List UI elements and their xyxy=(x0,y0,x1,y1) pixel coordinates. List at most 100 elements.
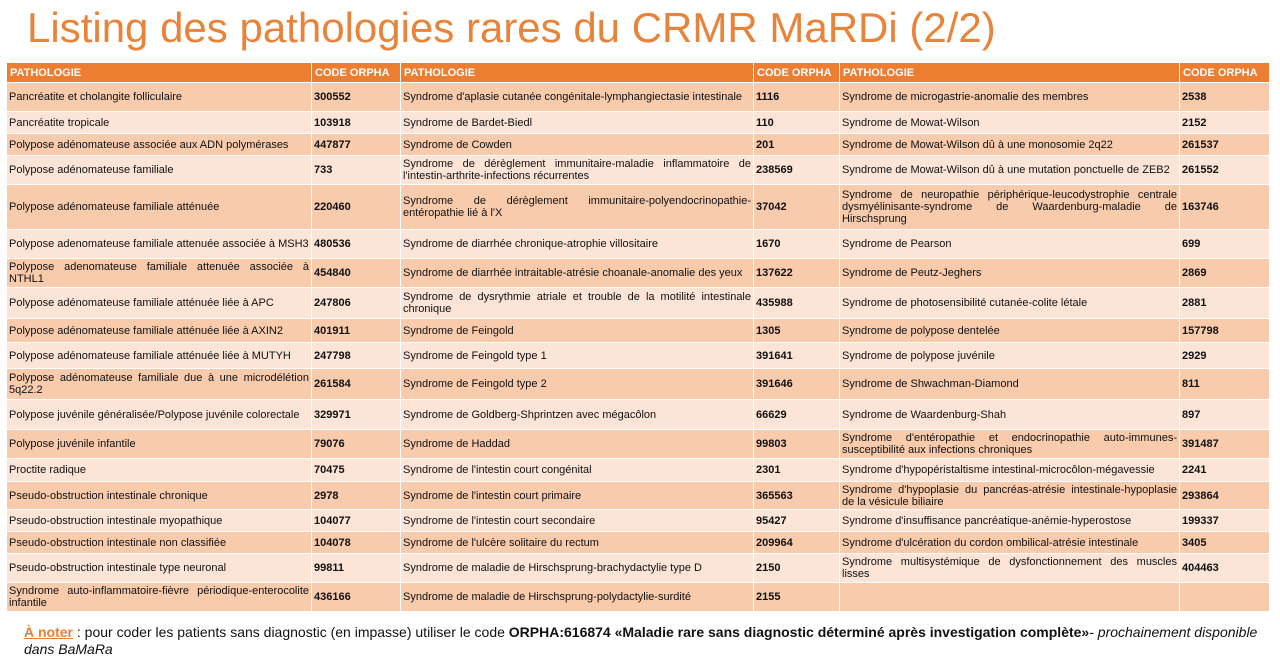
orpha-code: 391646 xyxy=(753,368,840,400)
pathology-name: Syndrome de Peutz-Jeghers xyxy=(839,258,1180,288)
pathology-name: Syndrome de polypose dentelée xyxy=(839,318,1180,343)
pathology-name: Syndrome de neuropathie périphérique-leu… xyxy=(839,184,1180,230)
pathology-name: Polypose adénomateuse familiale atténuée… xyxy=(6,318,312,343)
pathology-name: Syndrome de dérèglement immunitaire-mala… xyxy=(400,155,754,185)
column-header: PATHOLOGIE xyxy=(839,62,1180,83)
pathology-name: Syndrome de Waardenburg-Shah xyxy=(839,399,1180,430)
orpha-code: 293864 xyxy=(1179,481,1270,510)
pathology-name: Polypose adénomateuse familiale xyxy=(6,155,312,185)
orpha-code: 2241 xyxy=(1179,458,1270,482)
orpha-code: 199337 xyxy=(1179,509,1270,532)
column-header: CODE ORPHA xyxy=(311,62,401,83)
orpha-code: 209964 xyxy=(753,531,840,554)
orpha-code: 2538 xyxy=(1179,82,1270,112)
pathology-name: Polypose adenomateuse familiale attenuée… xyxy=(6,258,312,288)
orpha-code: 1670 xyxy=(753,229,840,259)
orpha-code: 436166 xyxy=(311,582,401,612)
table-row: Polypose adénomateuse familiale atténuée… xyxy=(6,318,1270,343)
orpha-code: 201 xyxy=(753,133,840,156)
orpha-code: 365563 xyxy=(753,481,840,510)
orpha-code: 95427 xyxy=(753,509,840,532)
pathology-name: Polypose adénomateuse familiale atténuée xyxy=(6,184,312,230)
orpha-code: 1116 xyxy=(753,82,840,112)
orpha-code: 811 xyxy=(1179,368,1270,400)
pathology-name: Syndrome de Bardet-Biedl xyxy=(400,111,754,134)
table-row: Polypose juvénile généralisée/Polypose j… xyxy=(6,399,1270,430)
orpha-code: 261584 xyxy=(311,368,401,400)
orpha-code: 480536 xyxy=(311,229,401,259)
table-row: Pseudo-obstruction intestinale chronique… xyxy=(6,481,1270,510)
orpha-code: 1305 xyxy=(753,318,840,343)
note-text: : pour coder les patients sans diagnosti… xyxy=(73,624,509,640)
pathology-name: Syndrome d'aplasie cutanée congénitale-l… xyxy=(400,82,754,112)
pathology-name: Syndrome de Feingold xyxy=(400,318,754,343)
orpha-code: 435988 xyxy=(753,287,840,319)
orpha-code: 401911 xyxy=(311,318,401,343)
pathology-name: Syndrome de Feingold type 1 xyxy=(400,342,754,369)
orpha-code: 300552 xyxy=(311,82,401,112)
pathology-name: Syndrome de diarrhée intraitable-atrésie… xyxy=(400,258,754,288)
orpha-code: 391641 xyxy=(753,342,840,369)
orpha-code: 247806 xyxy=(311,287,401,319)
pathology-name: Syndrome de Pearson xyxy=(839,229,1180,259)
table-row: Polypose adenomateuse familiale attenuée… xyxy=(6,258,1270,288)
orpha-code: 699 xyxy=(1179,229,1270,259)
table-row: Polypose adénomateuse familiale atténuée… xyxy=(6,184,1270,230)
pathology-name: Syndrome de Mowat-Wilson dû à une monoso… xyxy=(839,133,1180,156)
orpha-code: 2881 xyxy=(1179,287,1270,319)
pathology-name: Pancréatite et cholangite folliculaire xyxy=(6,82,312,112)
orpha-code: 329971 xyxy=(311,399,401,430)
pathology-name: Polypose juvénile infantile xyxy=(6,429,312,459)
orpha-code: 220460 xyxy=(311,184,401,230)
pathology-table: PATHOLOGIE CODE ORPHA PATHOLOGIE CODE ORPHA… xyxy=(6,62,1270,612)
pathology-name: Polypose juvénile généralisée/Polypose j… xyxy=(6,399,312,430)
pathology-name: Syndrome auto-inflammatoire-fièvre pério… xyxy=(6,582,312,612)
page-title: Listing des pathologies rares du CRMR Ma… xyxy=(27,4,996,51)
column-header: PATHOLOGIE xyxy=(6,62,312,83)
orpha-code: 2978 xyxy=(311,481,401,510)
table-row: Pseudo-obstruction intestinale non class… xyxy=(6,531,1270,554)
table-row: Pancréatite et cholangite folliculaire 30… xyxy=(6,82,1270,112)
pathology-name: Syndrome de Feingold type 2 xyxy=(400,368,754,400)
column-header: CODE ORPHA xyxy=(1179,62,1270,83)
orpha-code: 2929 xyxy=(1179,342,1270,369)
pathology-name: Pseudo-obstruction intestinale myopathiq… xyxy=(6,509,312,532)
orpha-code: 2869 xyxy=(1179,258,1270,288)
orpha-code: 733 xyxy=(311,155,401,185)
orpha-code: 238569 xyxy=(753,155,840,185)
table-row: Pseudo-obstruction intestinale myopathiq… xyxy=(6,509,1270,532)
orpha-code: 3405 xyxy=(1179,531,1270,554)
orpha-code: 103918 xyxy=(311,111,401,134)
header-row: PATHOLOGIE CODE ORPHA PATHOLOGIE CODE ORPHA… xyxy=(6,62,1270,83)
orpha-code: 261552 xyxy=(1179,155,1270,185)
table-row: Proctite radique 70475 Syndrome de l'intes… xyxy=(6,458,1270,482)
pathology-name: Syndrome de Mowat-Wilson dû à une mutati… xyxy=(839,155,1180,185)
pathology-name: Pancréatite tropicale xyxy=(6,111,312,134)
table-row: Polypose adénomateuse familiale 733 Syndro… xyxy=(6,155,1270,185)
orpha-code: 404463 xyxy=(1179,553,1270,583)
orpha-code: 66629 xyxy=(753,399,840,430)
pathology-name: Syndrome de dysrythmie atriale et troubl… xyxy=(400,287,754,319)
note: À noter : pour coder les patients sans d… xyxy=(24,624,1264,658)
pathology-name: Syndrome de diarrhée chronique-atrophie … xyxy=(400,229,754,259)
pathology-name: Syndrome d'hypoplasie du pancréas-atrési… xyxy=(839,481,1180,510)
orpha-code: 157798 xyxy=(1179,318,1270,343)
table-row: Polypose adénomateuse familiale atténuée… xyxy=(6,342,1270,369)
pathology-name: Pseudo-obstruction intestinale chronique xyxy=(6,481,312,510)
table-row: Polypose adenomateuse familiale attenuée… xyxy=(6,229,1270,259)
orpha-code: 110 xyxy=(753,111,840,134)
pathology-name: Syndrome de Shwachman-Diamond xyxy=(839,368,1180,400)
pathology-name: Syndrome de photosensibilité cutanée-col… xyxy=(839,287,1180,319)
orpha-code: 99811 xyxy=(311,553,401,583)
empty-cell xyxy=(1179,582,1270,612)
pathology-name: Syndrome d'hypopéristaltisme intestinal-… xyxy=(839,458,1180,482)
note-code: ORPHA:616874 «Maladie rare sans diagnost… xyxy=(508,624,1090,640)
note-tail: - prochainement disponible dans BaMaRa xyxy=(24,624,1258,657)
orpha-code: 897 xyxy=(1179,399,1270,430)
pathology-name: Polypose adénomateuse familiale atténuée… xyxy=(6,342,312,369)
orpha-code: 137622 xyxy=(753,258,840,288)
pathology-name: Syndrome de l'intestin court congénital xyxy=(400,458,754,482)
pathology-name: Proctite radique xyxy=(6,458,312,482)
column-header: PATHOLOGIE xyxy=(400,62,754,83)
